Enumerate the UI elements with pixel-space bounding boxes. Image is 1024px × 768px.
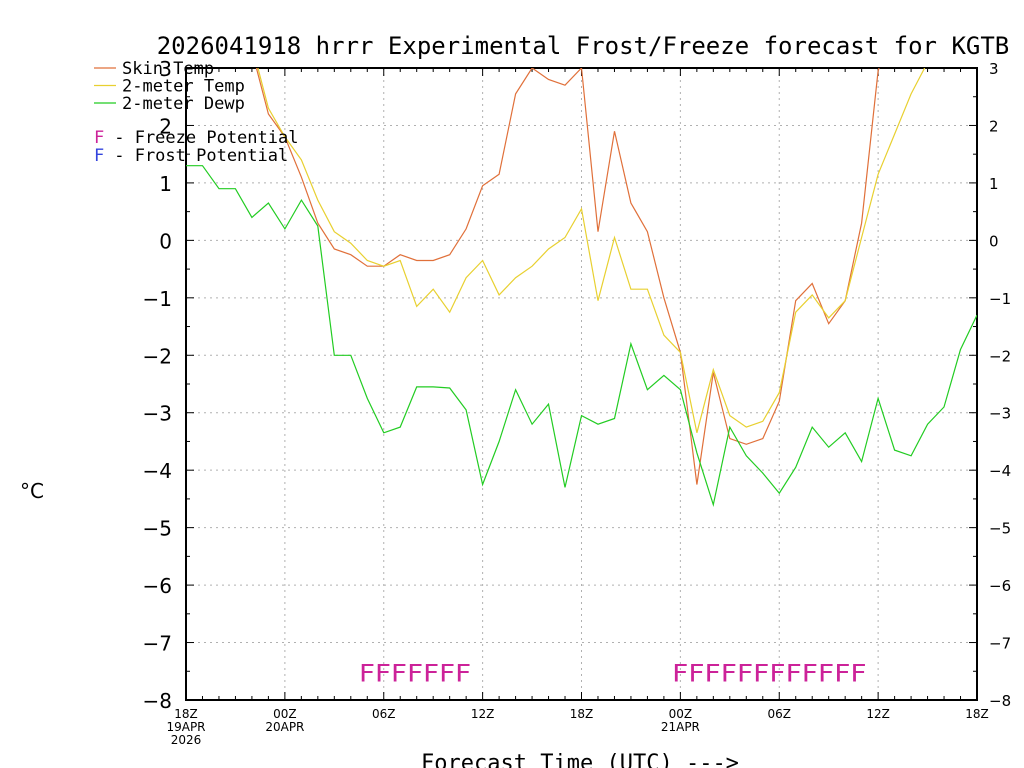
- x-tick-date: 21APR: [661, 720, 700, 734]
- plot-frame: [185, 67, 978, 701]
- y-tick-label-left: 2: [159, 114, 172, 138]
- y-left-tick-labels: −8 −7 −6 −5 −4 −3 −2 −1 0 1 2 3: [143, 57, 172, 713]
- chart-title: 2026041918 hrrr Experimental Frost/Freez…: [157, 32, 1010, 60]
- y-tick-label-left: 3: [159, 57, 172, 81]
- y-tick-label-right: −2: [989, 347, 1011, 365]
- x-axis-label: Forecast Time (UTC) --->: [421, 751, 739, 768]
- y-tick-label-right: −3: [989, 405, 1011, 423]
- x-tick-label: 12Z: [866, 707, 890, 721]
- freeze-potential-marker: FFFFFFFFFFFF: [672, 659, 867, 687]
- x-tick-label: 00Z: [669, 707, 693, 721]
- y-tick-label-left: −3: [143, 402, 172, 426]
- y-tick-label-right: −7: [989, 635, 1011, 653]
- x-tick-label: 00Z: [273, 707, 297, 721]
- x-tick-label: 18Z: [570, 707, 594, 721]
- y-tick-label-left: −1: [143, 287, 172, 311]
- x-tick-date: 20APR: [265, 720, 304, 734]
- freeze-potential-symbol: F: [94, 128, 104, 148]
- y-tick-label-right: −4: [989, 462, 1011, 480]
- y-tick-label-left: −8: [143, 689, 172, 713]
- y-tick-label-right: 0: [989, 232, 999, 250]
- freeze-potential-marker: FFFFFFF: [359, 659, 471, 687]
- frost-potential-symbol: F: [94, 146, 104, 166]
- x-tick-label: 18Z: [965, 707, 989, 721]
- y-tick-label-left: 0: [159, 229, 172, 253]
- series-group: [186, 68, 977, 508]
- x-tick-year: 2026: [171, 733, 202, 747]
- series-line-2-meter-temp: [257, 68, 926, 433]
- potential-annotations: FFFFFFF FFFFFFFFFFFF: [359, 659, 867, 687]
- x-tick-label: 06Z: [768, 707, 792, 721]
- y-tick-label-right: 3: [989, 60, 999, 78]
- freeze-potential-label: - Freeze Potential: [104, 128, 298, 148]
- y-tick-label-right: −1: [989, 290, 1011, 308]
- axes: [185, 67, 978, 701]
- y-tick-label-right: 1: [989, 175, 999, 193]
- x-tick-label: 12Z: [471, 707, 495, 721]
- legend-label: Skin Temp: [122, 59, 214, 79]
- x-tick-label: 06Z: [372, 707, 396, 721]
- y-tick-label-right: −6: [989, 577, 1011, 595]
- x-tick-date: 19APR: [166, 720, 205, 734]
- y-tick-label-left: −5: [143, 517, 172, 541]
- y-right-tick-labels: −8 −7 −6 −5 −4 −3 −2 −1 0 1 2 3: [989, 60, 1011, 710]
- series-line-2-meter-dewp: [186, 165, 977, 508]
- y-axis-label: °C: [20, 479, 44, 503]
- legend-label: 2-meter Dewp: [122, 94, 245, 114]
- x-tick-label: 18Z: [174, 707, 198, 721]
- y-tick-label-left: −7: [143, 632, 172, 656]
- y-tick-label-right: −5: [989, 520, 1011, 538]
- frost-potential-label: - Frost Potential: [104, 146, 288, 166]
- y-tick-label-right: 2: [989, 117, 999, 135]
- y-tick-label-left: −4: [143, 459, 172, 483]
- y-tick-label-left: −6: [143, 574, 172, 598]
- y-tick-label-right: −8: [989, 692, 1011, 710]
- y-tick-label-left: 1: [159, 172, 172, 196]
- legend-label: 2-meter Temp: [122, 77, 245, 97]
- y-tick-label-left: −2: [143, 344, 172, 368]
- grid: [186, 68, 977, 700]
